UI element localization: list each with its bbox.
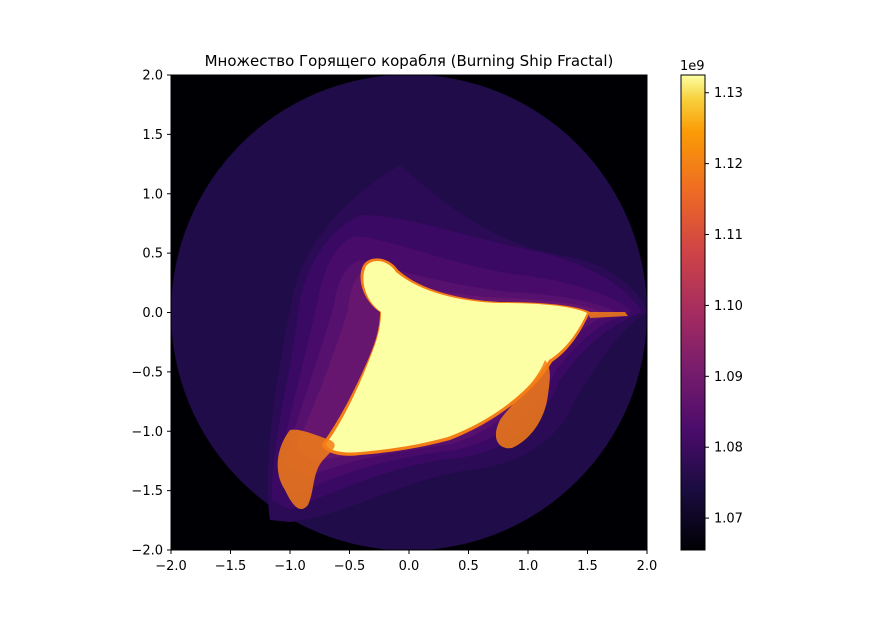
x-tick-label: 0.0 xyxy=(399,559,420,574)
colorbar-tick-label: 1.10 xyxy=(714,299,743,314)
fractal-speckle-lower-right xyxy=(495,360,550,449)
colorbar-gradient xyxy=(680,74,706,551)
colorbar-axis: 1.07 1.08 1.09 1.10 1.11 1.12 1.13 xyxy=(705,86,743,527)
x-tick-label: −2.0 xyxy=(155,559,187,574)
fractal-set xyxy=(277,258,628,510)
colorbar-tick-label: 1.07 xyxy=(714,512,743,527)
chart-title: Множество Горящего корабля (Burning Ship… xyxy=(205,52,614,70)
y-axis: −2.0 −1.5 −1.0 −0.5 0.0 0.5 1.0 1.5 2.0 xyxy=(131,69,171,559)
plot-area xyxy=(171,75,647,550)
fractal-set-body xyxy=(326,261,587,453)
x-tick-label: 1.0 xyxy=(518,559,539,574)
x-tick-label: −1.5 xyxy=(215,559,247,574)
y-tick-label: −0.5 xyxy=(131,365,163,380)
fractal-antenna-right xyxy=(588,312,628,318)
x-tick-label: −1.0 xyxy=(274,559,306,574)
x-tick-label: 2.0 xyxy=(637,559,658,574)
x-axis: −2.0 −1.5 −1.0 −0.5 0.0 0.5 1.0 1.5 2.0 xyxy=(155,550,657,574)
y-tick-label: 2.0 xyxy=(142,69,163,84)
fractal-speckle-lower-left xyxy=(277,429,335,510)
y-tick-label: −1.5 xyxy=(131,484,163,499)
colorbar: 1.07 1.08 1.09 1.10 1.11 1.12 1.13 1e9 xyxy=(680,59,743,551)
colorbar-tick-label: 1.11 xyxy=(714,228,743,243)
y-tick-label: 1.5 xyxy=(142,128,163,143)
y-tick-label: 1.0 xyxy=(142,187,163,202)
x-tick-label: 0.5 xyxy=(458,559,479,574)
colorbar-tick-label: 1.09 xyxy=(714,370,743,385)
y-tick-label: 0.0 xyxy=(142,306,163,321)
x-tick-label: −0.5 xyxy=(334,559,366,574)
x-tick-label: 1.5 xyxy=(577,559,598,574)
y-tick-label: −2.0 xyxy=(131,544,163,559)
colorbar-offset-label: 1e9 xyxy=(680,59,705,74)
y-tick-label: 0.5 xyxy=(142,247,163,262)
colorbar-tick-label: 1.12 xyxy=(714,157,743,172)
y-tick-label: −1.0 xyxy=(131,425,163,440)
colorbar-tick-label: 1.08 xyxy=(714,441,743,456)
colorbar-tick-label: 1.13 xyxy=(714,86,743,101)
